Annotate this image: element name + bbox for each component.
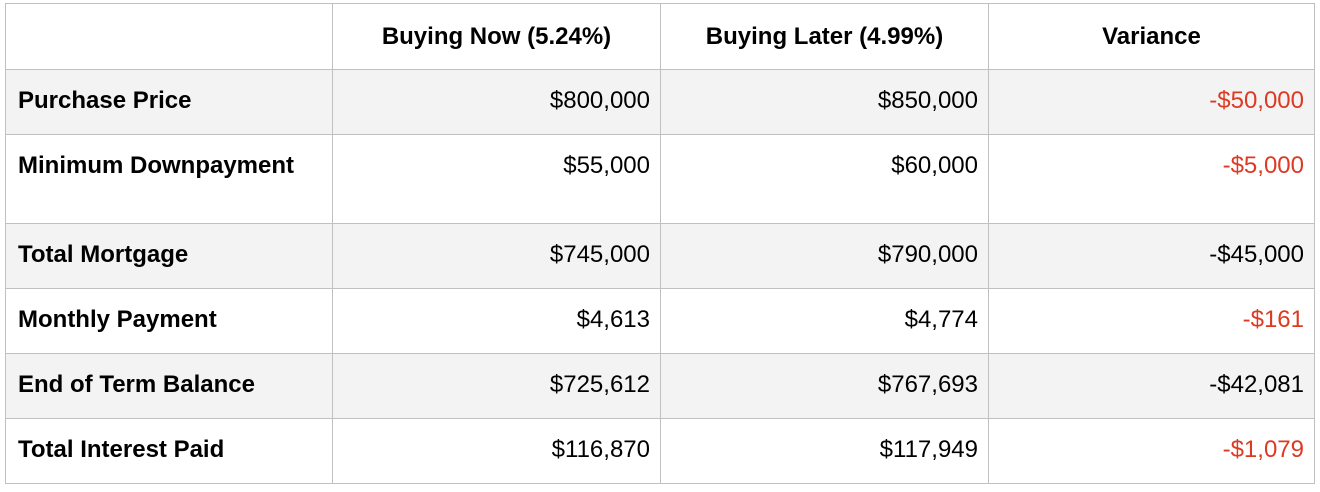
table-row: End of Term Balance $725,612 $767,693 -$… [5,353,1315,419]
table-row: Total Interest Paid $116,870 $117,949 -$… [5,418,1315,484]
buying-now-value: $116,870 [332,418,661,484]
variance-value: -$1,079 [988,418,1315,484]
table-row: Minimum Downpayment $55,000 $60,000 -$5,… [5,134,1315,224]
buying-now-value: $725,612 [332,353,661,419]
row-label: Purchase Price [5,69,333,135]
header-variance: Variance [988,3,1315,70]
buying-now-value: $4,613 [332,288,661,354]
variance-value: -$50,000 [988,69,1315,135]
header-blank-cell [5,3,333,70]
buying-later-value: $4,774 [660,288,989,354]
buying-later-value: $790,000 [660,223,989,289]
table-row: Total Mortgage $745,000 $790,000 -$45,00… [5,223,1315,289]
buying-now-value: $745,000 [332,223,661,289]
header-row: Buying Now (5.24%) Buying Later (4.99%) … [5,3,1315,70]
row-label: Total Interest Paid [5,418,333,484]
buying-later-value: $767,693 [660,353,989,419]
buying-later-value: $850,000 [660,69,989,135]
buying-later-value: $60,000 [660,134,989,224]
row-label: Monthly Payment [5,288,333,354]
buying-now-value: $800,000 [332,69,661,135]
row-label: Minimum Downpayment [5,134,333,224]
row-label: End of Term Balance [5,353,333,419]
variance-value: -$161 [988,288,1315,354]
header-buying-later: Buying Later (4.99%) [660,3,989,70]
header-buying-now: Buying Now (5.24%) [332,3,661,70]
variance-value: -$42,081 [988,353,1315,419]
table-row: Purchase Price $800,000 $850,000 -$50,00… [5,69,1315,135]
comparison-table: Buying Now (5.24%) Buying Later (4.99%) … [5,3,1315,484]
variance-value: -$5,000 [988,134,1315,224]
buying-later-value: $117,949 [660,418,989,484]
buying-now-value: $55,000 [332,134,661,224]
table-row: Monthly Payment $4,613 $4,774 -$161 [5,288,1315,354]
row-label: Total Mortgage [5,223,333,289]
variance-value: -$45,000 [988,223,1315,289]
